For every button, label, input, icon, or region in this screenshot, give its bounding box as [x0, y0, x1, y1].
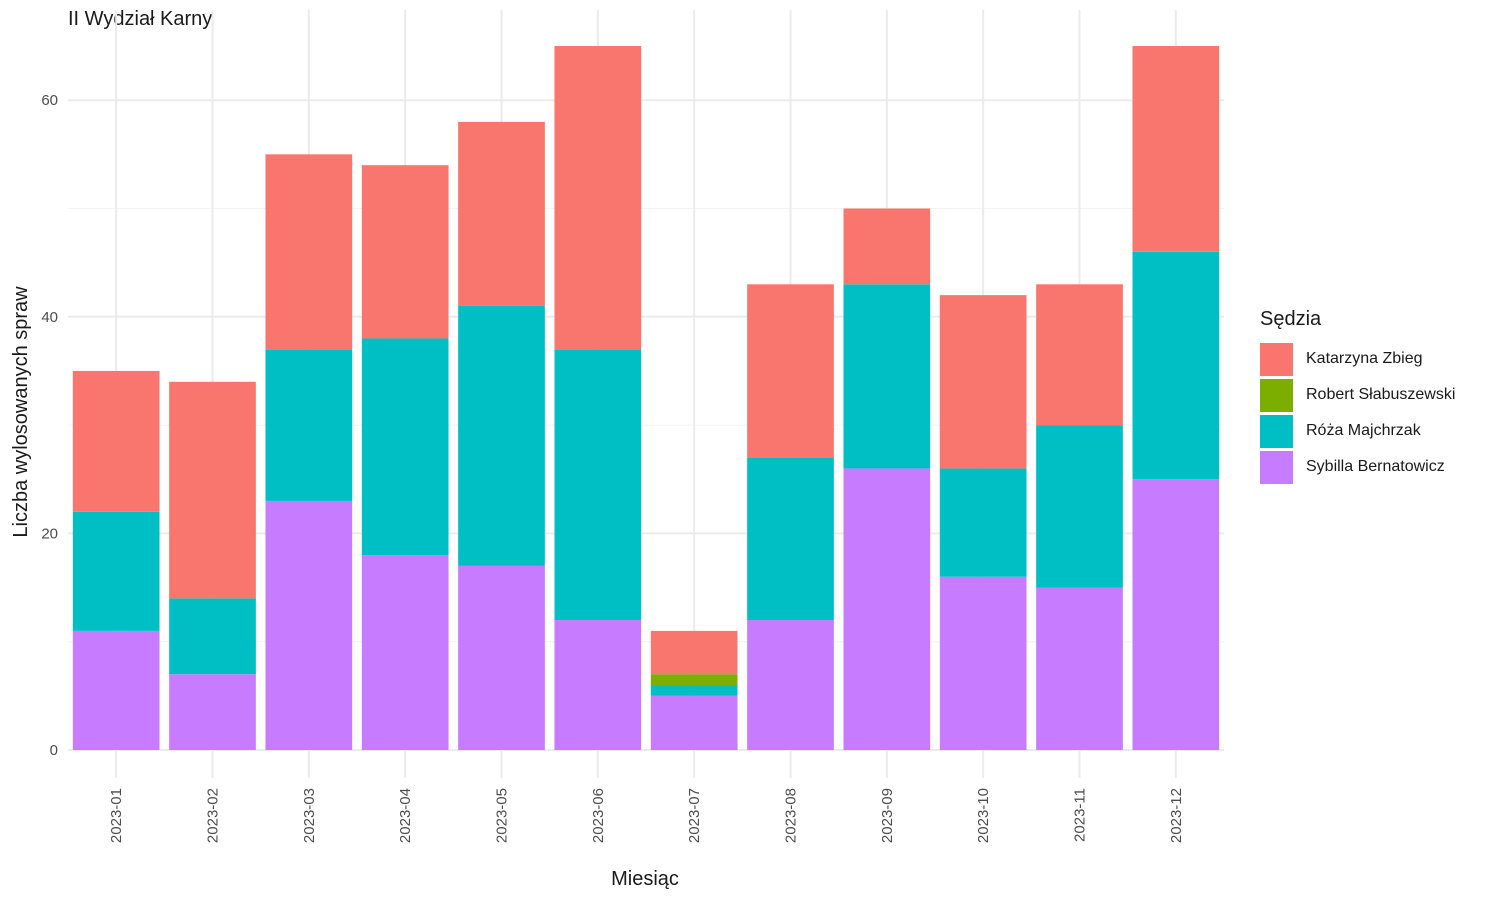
bar-segment [458, 565, 545, 750]
bar-segment [747, 457, 834, 621]
bar-segment [361, 555, 449, 750]
bar-segment [169, 381, 256, 599]
legend-swatch [1260, 450, 1293, 484]
bar-segment [1132, 251, 1220, 480]
legend-item: Róża Majchrzak [1260, 413, 1455, 449]
y-axis-title: Liczba wylosowanych spraw [10, 286, 32, 538]
legend-swatch [1260, 342, 1293, 376]
x-tick-label: 2023-11 [1072, 788, 1089, 842]
bar-segment [1132, 479, 1220, 750]
bar-segment [650, 685, 738, 696]
legend-label: Katarzyna Zbieg [1306, 350, 1423, 367]
bar-segment [1036, 425, 1123, 588]
bar-segment [169, 674, 256, 750]
y-tick-label: 40 [41, 309, 58, 326]
x-tick-label: 2023-03 [301, 788, 318, 843]
x-tick-label: 2023-02 [205, 788, 222, 843]
bar-segment [843, 208, 931, 285]
bar-segment [265, 500, 353, 750]
legend-item: Sybilla Bernatowicz [1260, 449, 1455, 485]
bar-segment [1132, 46, 1220, 252]
legend-title: Sędzia [1260, 308, 1322, 330]
bar-segment [554, 620, 642, 750]
legend-swatch [1260, 378, 1293, 412]
x-tick-label: 2023-06 [590, 788, 607, 843]
x-tick-label: 2023-07 [686, 788, 703, 843]
bar-segment [361, 165, 449, 339]
bar-segment [747, 620, 834, 750]
y-axis-ticks: 0 20 40 60 [41, 92, 58, 759]
legend-label: Robert Słabuszewski [1306, 386, 1456, 403]
bar-segment [650, 630, 738, 675]
bar-segment [72, 370, 160, 512]
legend-label: Sybilla Bernatowicz [1306, 458, 1445, 475]
legend-label: Róża Majchrzak [1306, 422, 1421, 439]
x-tick-label: 2023-01 [108, 788, 125, 843]
legend-item: Robert Słabuszewski [1260, 377, 1455, 413]
bar-segment [650, 695, 738, 750]
x-tick-label: 2023-04 [397, 788, 414, 843]
bar-segment [265, 349, 353, 501]
x-tick-label: 2023-09 [879, 788, 896, 843]
bar-segment [554, 349, 642, 621]
x-tick-label: 2023-08 [783, 788, 800, 843]
y-tick-label: 20 [41, 525, 58, 542]
bar-segment [843, 468, 931, 750]
bar-segment [265, 154, 353, 350]
x-tick-label: 2023-12 [1168, 788, 1185, 843]
bar-segment [361, 338, 449, 556]
bar-segment [843, 284, 931, 469]
x-tick-label: 2023-10 [975, 788, 992, 843]
legend-swatch [1260, 414, 1293, 448]
legend-item: Katarzyna Zbieg [1260, 341, 1455, 377]
x-axis-title: Miesiąc [611, 868, 679, 890]
chart-title: II Wydział Karny [68, 8, 213, 30]
bar-segment [554, 46, 642, 350]
bar-segment [650, 674, 738, 686]
bar-segment [458, 305, 545, 566]
bar-segment [939, 576, 1027, 750]
legend: Sędzia Katarzyna Zbieg Robert Słabuszewsk… [1260, 308, 1455, 485]
bar-segment [939, 468, 1027, 577]
bar-segment [1036, 587, 1123, 750]
bar-segment [169, 598, 256, 675]
legend-items: Katarzyna Zbieg Robert Słabuszewski Róża M… [1260, 341, 1455, 485]
bar-segment [747, 284, 834, 458]
x-tick-label: 2023-05 [494, 788, 511, 843]
x-axis-ticks: 2023-01 2023-02 2023-03 2023-04 2023-05 2023-… [108, 788, 1185, 843]
y-tick-label: 0 [50, 742, 58, 759]
bar-segment [1036, 284, 1123, 426]
bar-segment [939, 295, 1027, 469]
bars [72, 46, 1220, 750]
bar-segment [72, 511, 160, 631]
y-tick-label: 60 [41, 92, 58, 109]
bar-segment [458, 121, 545, 306]
bar-segment [72, 630, 160, 750]
